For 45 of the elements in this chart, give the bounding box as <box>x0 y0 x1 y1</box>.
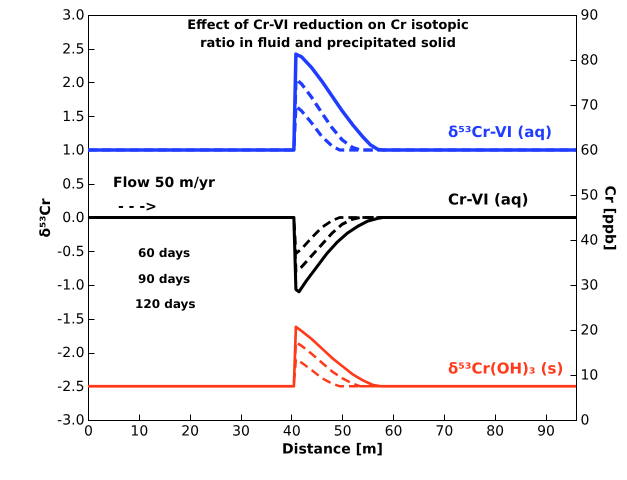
x-tick-label: 0 <box>84 424 93 440</box>
y-axis-title: δ⁵³Cr <box>38 198 54 238</box>
y-tick-label: 1.5 <box>62 108 84 125</box>
annotation: 60 days <box>138 246 190 260</box>
y-tick-label: 2.5 <box>62 41 84 58</box>
annotation: - - -> <box>118 199 157 215</box>
y2-tick-label: 0 <box>580 412 590 428</box>
y2-tick-label: 20 <box>580 322 598 338</box>
y-tick-label: -3.0 <box>57 412 84 428</box>
y-tick-label: -2.5 <box>57 378 84 395</box>
series-label: Cr-VI (aq) <box>448 190 529 208</box>
annotation: 120 days <box>135 297 196 311</box>
y2-tick-label: 50 <box>580 188 598 204</box>
y-tick-label: 0.0 <box>62 210 84 226</box>
y2-tick-label: 40 <box>580 232 598 248</box>
series-label: δ⁵³Cr-VI (aq) <box>448 123 552 141</box>
x-axis-title: Distance [m] <box>282 442 383 458</box>
y-tick-label: 3.0 <box>62 8 84 24</box>
text: Effect of Cr-VI reduction on Cr isotopic ratio in fluid and precipitated solid <box>187 18 469 51</box>
y-tick-label: -1.0 <box>57 278 84 294</box>
x-tick-label: 20 <box>181 424 200 440</box>
y-tick-label: -0.5 <box>57 244 84 260</box>
y2-tick-label: 70 <box>580 98 598 114</box>
y-tick-label: 0.5 <box>62 176 84 192</box>
y2-axis-title: Cr [ppb] <box>601 186 618 250</box>
annotation: Flow 50 m/yr <box>113 175 215 191</box>
x-tick-label: 30 <box>232 424 250 440</box>
y-tick-label: -1.5 <box>57 311 84 328</box>
y2-tick-label: 60 <box>580 142 598 158</box>
x-tick-label: 10 <box>130 424 148 440</box>
y2-tick-label: 30 <box>580 278 598 294</box>
y-tick-label: -2.0 <box>57 345 84 361</box>
x-tick-label: 60 <box>384 424 402 440</box>
x-tick-label: 40 <box>282 424 301 440</box>
x-tick-label: 70 <box>435 424 454 440</box>
annotation: 90 days <box>138 272 190 286</box>
y-tick-label: 2.0 <box>62 75 84 91</box>
x-tick-label: 80 <box>486 424 504 440</box>
y2-tick-label: 10 <box>580 368 598 384</box>
series-label: δ⁵³Cr(OH)₃ (s) <box>448 359 564 378</box>
x-tick-label: 50 <box>334 424 352 440</box>
x-tick-label: 90 <box>537 424 555 440</box>
y2-tick-label: 80 <box>580 52 598 68</box>
y2-tick-label: 90 <box>580 8 598 24</box>
y-tick-label: 1.0 <box>62 142 84 158</box>
